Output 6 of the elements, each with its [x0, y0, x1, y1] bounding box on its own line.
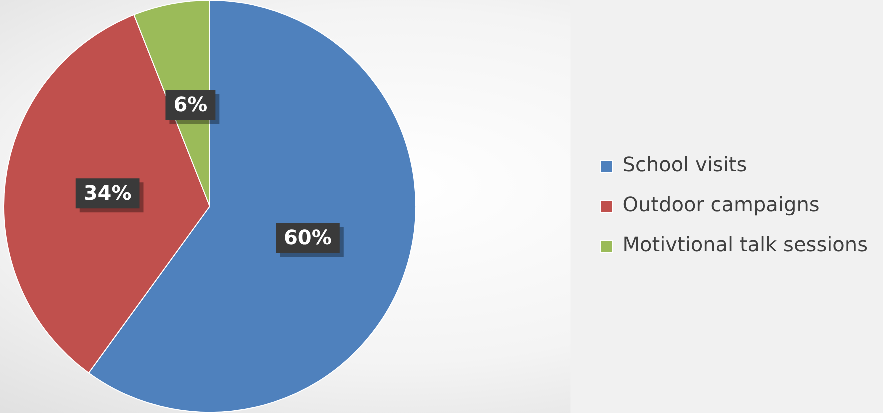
data-label: 34% [84, 180, 132, 205]
data-label: 60% [284, 226, 332, 250]
legend-label: Outdoor campaigns [622, 192, 820, 217]
data-label: 6% [174, 92, 208, 117]
legend-label: Motivtional talk sessions [622, 232, 868, 257]
legend-label: School visits [622, 152, 748, 177]
